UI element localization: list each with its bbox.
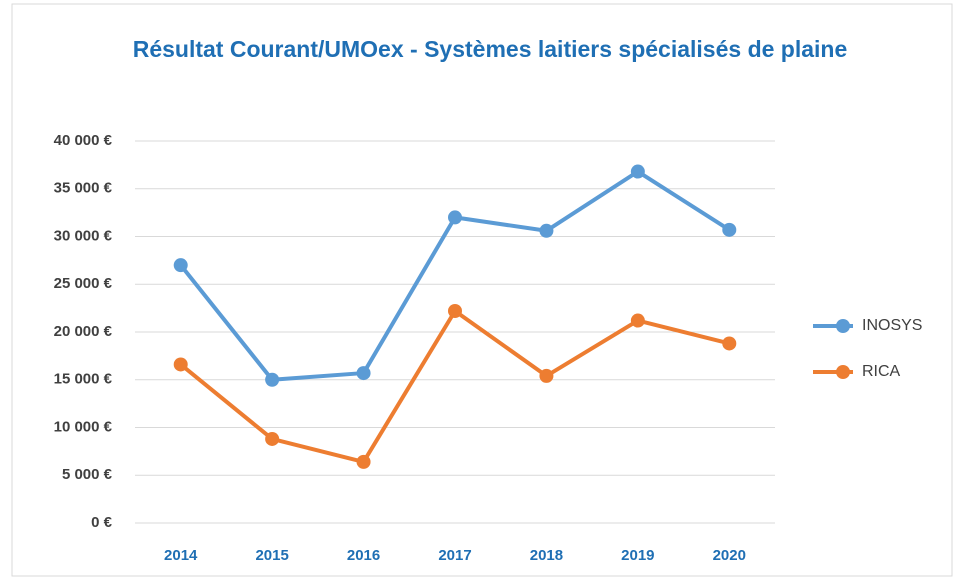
data-point <box>539 223 554 238</box>
data-point <box>173 258 188 273</box>
data-point <box>265 431 280 446</box>
chart-title: Résultat Courant/UMOex - Systèmes laitie… <box>132 36 848 62</box>
legend-label: RICA <box>862 363 901 380</box>
series-line <box>179 169 731 382</box>
data-point <box>448 210 462 225</box>
series-line <box>179 308 730 464</box>
data-point <box>356 454 371 469</box>
y-tick-label: 15 000 € <box>54 371 113 388</box>
data-point <box>356 366 371 381</box>
x-tick-label: 2017 <box>438 547 471 564</box>
y-tick-label: 40 000 € <box>54 132 113 149</box>
y-tick-label: 30 000 € <box>54 227 113 244</box>
data-point <box>630 164 645 179</box>
data-point <box>722 222 737 237</box>
data-point <box>173 357 188 372</box>
data-point <box>539 368 554 383</box>
data-point <box>722 336 737 351</box>
y-tick-label: 35 000 € <box>54 180 113 197</box>
x-tick-label: 2019 <box>621 547 654 564</box>
data-point <box>630 313 645 328</box>
y-tick-label: 0 € <box>91 514 113 531</box>
chart-frame <box>11 3 953 577</box>
legend-label: INOSYS <box>862 317 922 334</box>
y-tick-label: 25 000 € <box>54 275 113 292</box>
data-point <box>265 372 280 387</box>
y-tick-label: 5 000 € <box>62 466 113 483</box>
y-tick-label: 10 000 € <box>54 418 113 435</box>
y-tick-label: 20 000 € <box>54 323 113 340</box>
x-tick-label: 2016 <box>347 547 380 564</box>
data-point <box>448 303 462 318</box>
x-tick-label: 2015 <box>255 547 288 564</box>
x-tick-label: 2018 <box>530 547 563 564</box>
x-tick-label: 2020 <box>713 547 746 564</box>
x-tick-label: 2014 <box>164 547 198 564</box>
legend-marker <box>836 365 850 379</box>
legend-marker <box>836 319 850 333</box>
